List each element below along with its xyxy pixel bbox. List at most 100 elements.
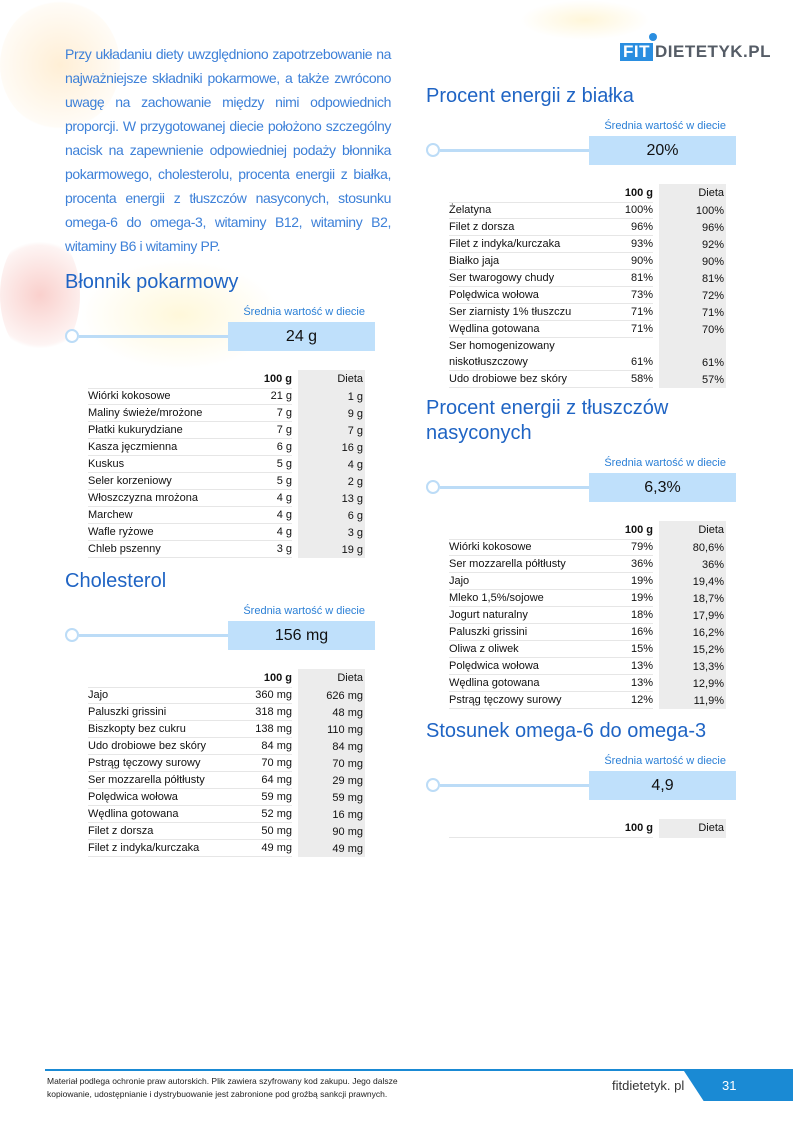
header-blank: [449, 521, 596, 540]
table-row: Seler korzeniowy 5 g 2 g: [88, 473, 365, 490]
table-row: Oliwa z oliwek 15% 15,2%: [449, 641, 726, 658]
food-name: Jogurt naturalny: [449, 607, 596, 624]
table-row: Żelatyna 100% 100%: [449, 202, 726, 219]
food-name: Polędwica wołowa: [449, 287, 596, 304]
table-row: Filet z indyka/kurczaka 93% 92%: [449, 236, 726, 253]
value-dieta: 49 mg: [298, 840, 365, 857]
header-blank: [449, 819, 596, 838]
value-100g: 6 g: [235, 439, 292, 456]
section-title: Procent energii z tłuszczów nasyconych: [426, 397, 669, 444]
food-name: Wędlina gotowana: [88, 806, 235, 823]
food-name: Biszkopty bez cukru: [88, 721, 235, 738]
average-label: Średnia wartość w diecie: [604, 120, 726, 132]
table-row: Ser twarogowy chudy 81% 81%: [449, 270, 726, 287]
value-dieta: 96%: [659, 219, 726, 236]
header-blank: [449, 184, 596, 203]
value-dieta: 15,2%: [659, 641, 726, 658]
connector-circle-icon: [65, 628, 79, 642]
section-title: Błonnik pokarmowy: [65, 271, 239, 293]
page-number: 31: [722, 1078, 737, 1093]
table-header: 100 g Dieta: [449, 819, 726, 838]
value-100g: 7 g: [235, 422, 292, 439]
table-row: Marchew 4 g 6 g: [88, 507, 365, 524]
value-dieta: 19,4%: [659, 573, 726, 590]
value-dieta: 61%: [659, 338, 726, 371]
page-number-tab: [684, 1071, 793, 1101]
value-100g: 58%: [596, 371, 653, 388]
connector-line: [79, 335, 229, 338]
value-100g: 5 g: [235, 456, 292, 473]
value-dieta: 72%: [659, 287, 726, 304]
table-row: Wędlina gotowana 13% 12,9%: [449, 675, 726, 692]
header-100g: 100 g: [596, 184, 653, 203]
header-100g: 100 g: [235, 370, 292, 389]
food-name: Jajo: [449, 573, 596, 590]
average-value: 6,3%: [589, 473, 736, 502]
connector-circle-icon: [65, 329, 79, 343]
section-title: Procent energii z białka: [426, 85, 634, 107]
value-dieta: 12,9%: [659, 675, 726, 692]
table-row: Kuskus 5 g 4 g: [88, 456, 365, 473]
food-name: Białko jaja: [449, 253, 596, 270]
food-name: Chleb pszenny: [88, 541, 235, 558]
table-row: Chleb pszenny 3 g 19 g: [88, 541, 365, 558]
food-name: Ser mozzarella półtłusty: [88, 772, 235, 789]
table-row: Wiórki kokosowe 21 g 1 g: [88, 388, 365, 405]
food-name: Pstrąg tęczowy surowy: [88, 755, 235, 772]
value-dieta: 2 g: [298, 473, 365, 490]
value-100g: 81%: [596, 270, 653, 287]
connector-line: [440, 149, 590, 152]
value-100g: 71%: [596, 304, 653, 321]
table-row: Jajo 360 mg 626 mg: [88, 687, 365, 704]
food-name: Paluszki grissini: [449, 624, 596, 641]
section-blonnik: Błonnik pokarmowy Średnia wartość w dieci…: [65, 270, 377, 558]
average-label: Średnia wartość w diecie: [604, 457, 726, 469]
average-value-row: 156 mg: [65, 621, 377, 650]
table-row: Kasza jęczmienna 6 g 16 g: [88, 439, 365, 456]
value-dieta: 16 mg: [298, 806, 365, 823]
value-100g: 71%: [596, 321, 653, 338]
value-100g: 90%: [596, 253, 653, 270]
value-dieta: 18,7%: [659, 590, 726, 607]
food-name: Udo drobiowe bez skóry: [449, 371, 596, 388]
value-dieta: 16,2%: [659, 624, 726, 641]
table-row: Polędwica wołowa 13% 13,3%: [449, 658, 726, 675]
nutrient-table: 100 g Dieta Jajo 360 mg 626 mg Paluszki griss…: [88, 669, 365, 857]
value-dieta: 11,9%: [659, 692, 726, 709]
value-dieta: 57%: [659, 371, 726, 388]
value-dieta: 71%: [659, 304, 726, 321]
value-dieta: 1 g: [298, 388, 365, 405]
value-100g: 15%: [596, 641, 653, 658]
footer-divider: [45, 1069, 793, 1071]
connector-circle-icon: [426, 778, 440, 792]
value-100g: 21 g: [235, 388, 292, 405]
section-omega: Stosunek omega-6 do omega-3 Średnia warto…: [426, 719, 738, 838]
table-header: 100 g Dieta: [449, 184, 726, 203]
table-row: Białko jaja 90% 90%: [449, 253, 726, 270]
average-value-row: 4,9: [426, 771, 738, 800]
average-value: 4,9: [589, 771, 736, 800]
value-100g: 138 mg: [235, 721, 292, 738]
table-row: Polędwica wołowa 59 mg 59 mg: [88, 789, 365, 806]
value-100g: 19%: [596, 590, 653, 607]
header-dieta: Dieta: [659, 819, 726, 838]
food-name: Ser mozzarella półtłusty: [449, 556, 596, 573]
food-name: Jajo: [88, 687, 235, 704]
value-100g: 36%: [596, 556, 653, 573]
value-dieta: 81%: [659, 270, 726, 287]
food-name: Seler korzeniowy: [88, 473, 235, 490]
table-row: Biszkopty bez cukru 138 mg 110 mg: [88, 721, 365, 738]
value-100g: 49 mg: [235, 840, 292, 857]
table-row: Polędwica wołowa 73% 72%: [449, 287, 726, 304]
food-name: Polędwica wołowa: [449, 658, 596, 675]
value-100g: 4 g: [235, 524, 292, 541]
section-cholesterol: Cholesterol Średnia wartość w diecie 156 m…: [65, 569, 377, 857]
value-100g: 79%: [596, 539, 653, 556]
value-dieta: 19 g: [298, 541, 365, 558]
value-100g: 7 g: [235, 405, 292, 422]
food-name: Żelatyna: [449, 202, 596, 219]
average-value-row: 24 g: [65, 322, 377, 351]
value-dieta: 100%: [659, 202, 726, 219]
